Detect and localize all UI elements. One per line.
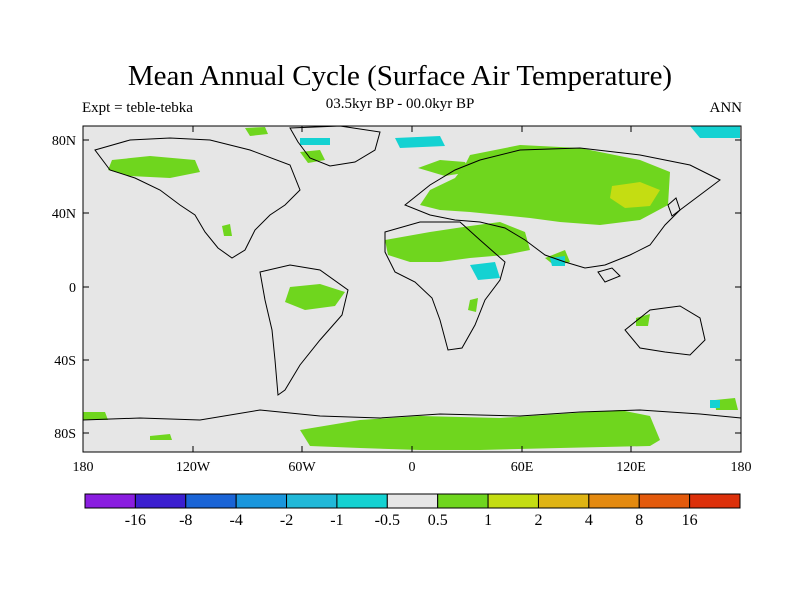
cool-region-bering [690,126,740,138]
cool-region-horn-of-africa [470,262,500,280]
warm-region-arctic [245,127,268,136]
coastlines [82,125,742,421]
warm-region-scandinavia [418,160,470,176]
x-tick-120e: 120E [616,460,646,475]
y-tick-80n: 80N [52,134,76,149]
colorbar-swatch-11 [588,493,640,509]
warm-region-south-pacific [83,412,108,420]
warm-region-australia [636,314,650,326]
colorbar-swatch-1 [84,493,136,509]
coast-south-america [259,264,349,396]
x-tick-120w: 120W [176,460,211,475]
cool-region-south-pacific [710,400,720,408]
colorbar-swatch-2 [134,493,187,509]
warm-region-ross-sea [150,434,172,440]
coast-north-america [94,137,301,259]
warm-region-southern-ocean [715,398,738,410]
coast-eurasia [404,147,721,269]
plot-title: Mean Annual Cycle (Surface Air Temperatu… [127,60,673,92]
season-label: ANN [709,100,743,116]
colorbar-label-7: 0.5 [428,512,448,529]
colorbar-label-3: -4 [229,512,242,529]
colorbar-swatch-4 [235,493,288,509]
coast-southeast-asia [597,267,621,283]
colorbar-swatch-9 [487,493,539,509]
colorbar-swatch-5 [286,493,338,509]
warm-region-east-africa [468,298,478,312]
colorbar-swatch-3 [185,493,237,509]
coast-australia [624,305,706,356]
experiment-label: Expt = teble-tebka [82,100,193,116]
y-tick-40n: 40N [52,207,76,222]
warm2-region-mongolia [610,182,660,208]
period-label: 03.5kyr BP - 00.0kyr BP [325,96,475,112]
colorbar-label-4: -2 [280,512,293,529]
colorbar-swatch-8 [437,493,489,509]
colorbar-label-2: -8 [179,512,192,529]
map-panel: 80N 40N 0 40S 80S 180 120W 60W 0 60E 120… [52,125,752,475]
y-tick-0: 0 [69,281,76,296]
colorbar-label-10: 4 [585,512,593,529]
x-tick-180w: 180 [73,460,94,475]
cool-region-north-atlantic [395,136,445,148]
warm-region-eurasia [420,145,670,225]
anomaly-shading [83,126,740,450]
x-tick-60w: 60W [288,460,316,475]
coast-japan [667,197,681,217]
axis-tick-marks [82,126,742,452]
colorbar-swatch-10 [537,493,590,509]
colorbar-swatch-6 [336,493,388,509]
colorbar-swatch-13 [689,493,741,509]
colorbar-label-1: -16 [125,512,146,529]
colorbar-label-12: 16 [682,512,698,529]
cool-region-baffin [300,138,330,145]
colorbar-swatch-12 [638,493,691,509]
warm-region-antarctica [300,410,660,450]
warm-region-north-america [108,156,200,178]
colorbar-label-6: -0.5 [375,512,400,529]
colorbar-label-9: 2 [534,512,542,529]
x-tick-180e: 180 [731,460,752,475]
coast-greenland [289,125,381,167]
x-tick-0: 0 [409,460,416,475]
coast-antarctica [82,409,742,421]
colorbar-label-8: 1 [484,512,492,529]
y-tick-80s: 80S [54,427,76,442]
y-tick-40s: 40S [54,354,76,369]
colorbar: -16 -8 -4 -2 -1 -0.5 0.5 1 2 4 8 16 [84,493,741,529]
coast-africa [384,221,506,351]
warm-region-amazon [285,284,345,310]
colorbar-swatch-7 [386,493,439,509]
colorbar-label-11: 8 [635,512,643,529]
x-tick-60e: 60E [511,460,534,475]
warm-region-mexico [222,224,232,236]
colorbar-label-5: -1 [330,512,343,529]
